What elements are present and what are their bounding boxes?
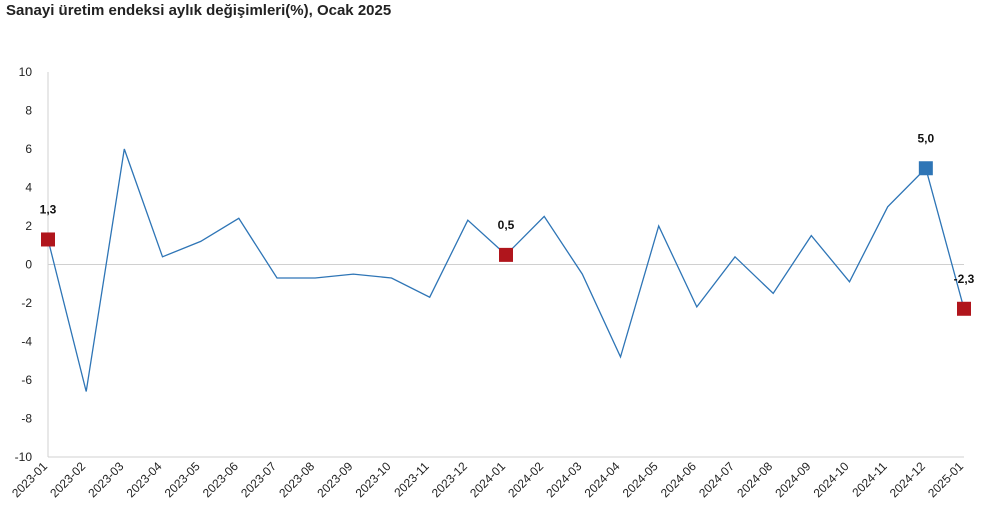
chart-title: Sanayi üretim endeksi aylık değişimleri(… bbox=[6, 2, 392, 19]
data-label: 5,0 bbox=[917, 131, 934, 145]
highlight-markers bbox=[41, 161, 971, 316]
data-label: -2,3 bbox=[954, 272, 975, 286]
x-tick-label: 2024-02 bbox=[505, 459, 546, 500]
x-tick-label: 2023-12 bbox=[429, 459, 470, 500]
series-line bbox=[47, 148, 965, 392]
x-tick-label: 2024-11 bbox=[849, 459, 890, 500]
x-tick-label: 2023-01 bbox=[9, 459, 50, 500]
data-label: 0,5 bbox=[498, 218, 515, 232]
highlight-marker bbox=[41, 232, 55, 247]
x-tick-label: 2023-07 bbox=[238, 459, 279, 500]
x-tick-label: 2023-11 bbox=[391, 459, 432, 500]
y-tick-label: 4 bbox=[25, 181, 32, 195]
x-tick-label: 2023-08 bbox=[276, 459, 317, 500]
x-tick-label: 2023-05 bbox=[162, 459, 203, 500]
y-tick-label: 10 bbox=[19, 65, 33, 79]
y-tick-label: 2 bbox=[25, 219, 32, 233]
y-tick-label: -4 bbox=[21, 335, 32, 349]
x-tick-label: 2024-10 bbox=[811, 459, 852, 500]
data-label: 1,3 bbox=[40, 202, 57, 216]
x-tick-label: 2024-06 bbox=[658, 459, 699, 500]
y-tick-label: -8 bbox=[21, 412, 32, 426]
x-tick-label: 2023-04 bbox=[124, 459, 165, 500]
highlight-marker bbox=[918, 161, 933, 176]
data-labels: 1,3 0,5 5,0 -2,3 bbox=[40, 131, 975, 286]
x-axis-ticks: 2023-012023-022023-032023-042023-052023-… bbox=[9, 459, 966, 500]
x-tick-label: 2024-12 bbox=[887, 459, 928, 500]
y-axis-ticks: 10 8 6 4 2 0 -2 -4 -6 -8 -10 bbox=[15, 65, 33, 464]
x-tick-label: 2024-07 bbox=[696, 459, 737, 500]
x-tick-label: 2024-05 bbox=[620, 459, 661, 500]
x-tick-label: 2024-08 bbox=[734, 459, 775, 500]
y-tick-label: 0 bbox=[25, 258, 32, 272]
x-tick-label: 2023-02 bbox=[47, 459, 88, 500]
x-tick-label: 2024-03 bbox=[543, 459, 584, 500]
x-tick-label: 2023-03 bbox=[85, 459, 126, 500]
x-tick-label: 2024-04 bbox=[582, 459, 623, 500]
x-tick-label: 2023-10 bbox=[353, 459, 394, 500]
x-tick-label: 2023-06 bbox=[200, 459, 241, 500]
y-tick-label: -10 bbox=[15, 450, 33, 464]
x-tick-label: 2024-09 bbox=[772, 459, 813, 500]
y-tick-label: -2 bbox=[21, 296, 32, 310]
y-tick-label: 8 bbox=[25, 104, 32, 118]
y-tick-label: 6 bbox=[25, 142, 32, 156]
y-tick-label: -6 bbox=[21, 373, 32, 387]
highlight-marker bbox=[957, 301, 971, 316]
x-tick-label: 2025-01 bbox=[925, 459, 966, 500]
x-tick-label: 2024-01 bbox=[467, 459, 508, 500]
highlight-marker bbox=[499, 247, 513, 262]
x-tick-label: 2023-09 bbox=[314, 459, 355, 500]
